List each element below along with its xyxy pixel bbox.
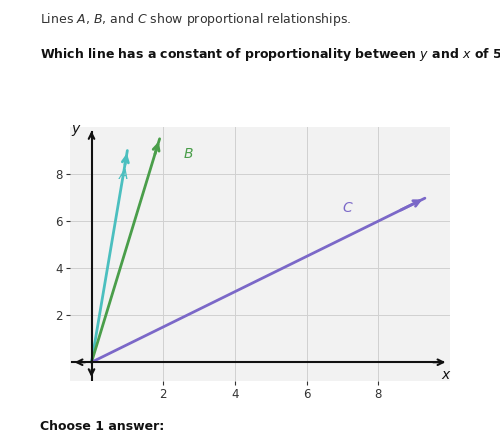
Text: $A$: $A$ [118,168,130,182]
Text: Lines $A$, $B$, and $C$ show proportional relationships.: Lines $A$, $B$, and $C$ show proportiona… [40,11,352,28]
Text: Choose 1 answer:: Choose 1 answer: [40,420,164,433]
Text: Which line has a constant of proportionality between $y$ and $x$ of 5?: Which line has a constant of proportiona… [40,46,500,63]
Text: $y$: $y$ [71,123,82,138]
Text: $C$: $C$ [342,201,354,215]
Text: $B$: $B$ [183,147,194,161]
Text: $x$: $x$ [441,368,452,382]
